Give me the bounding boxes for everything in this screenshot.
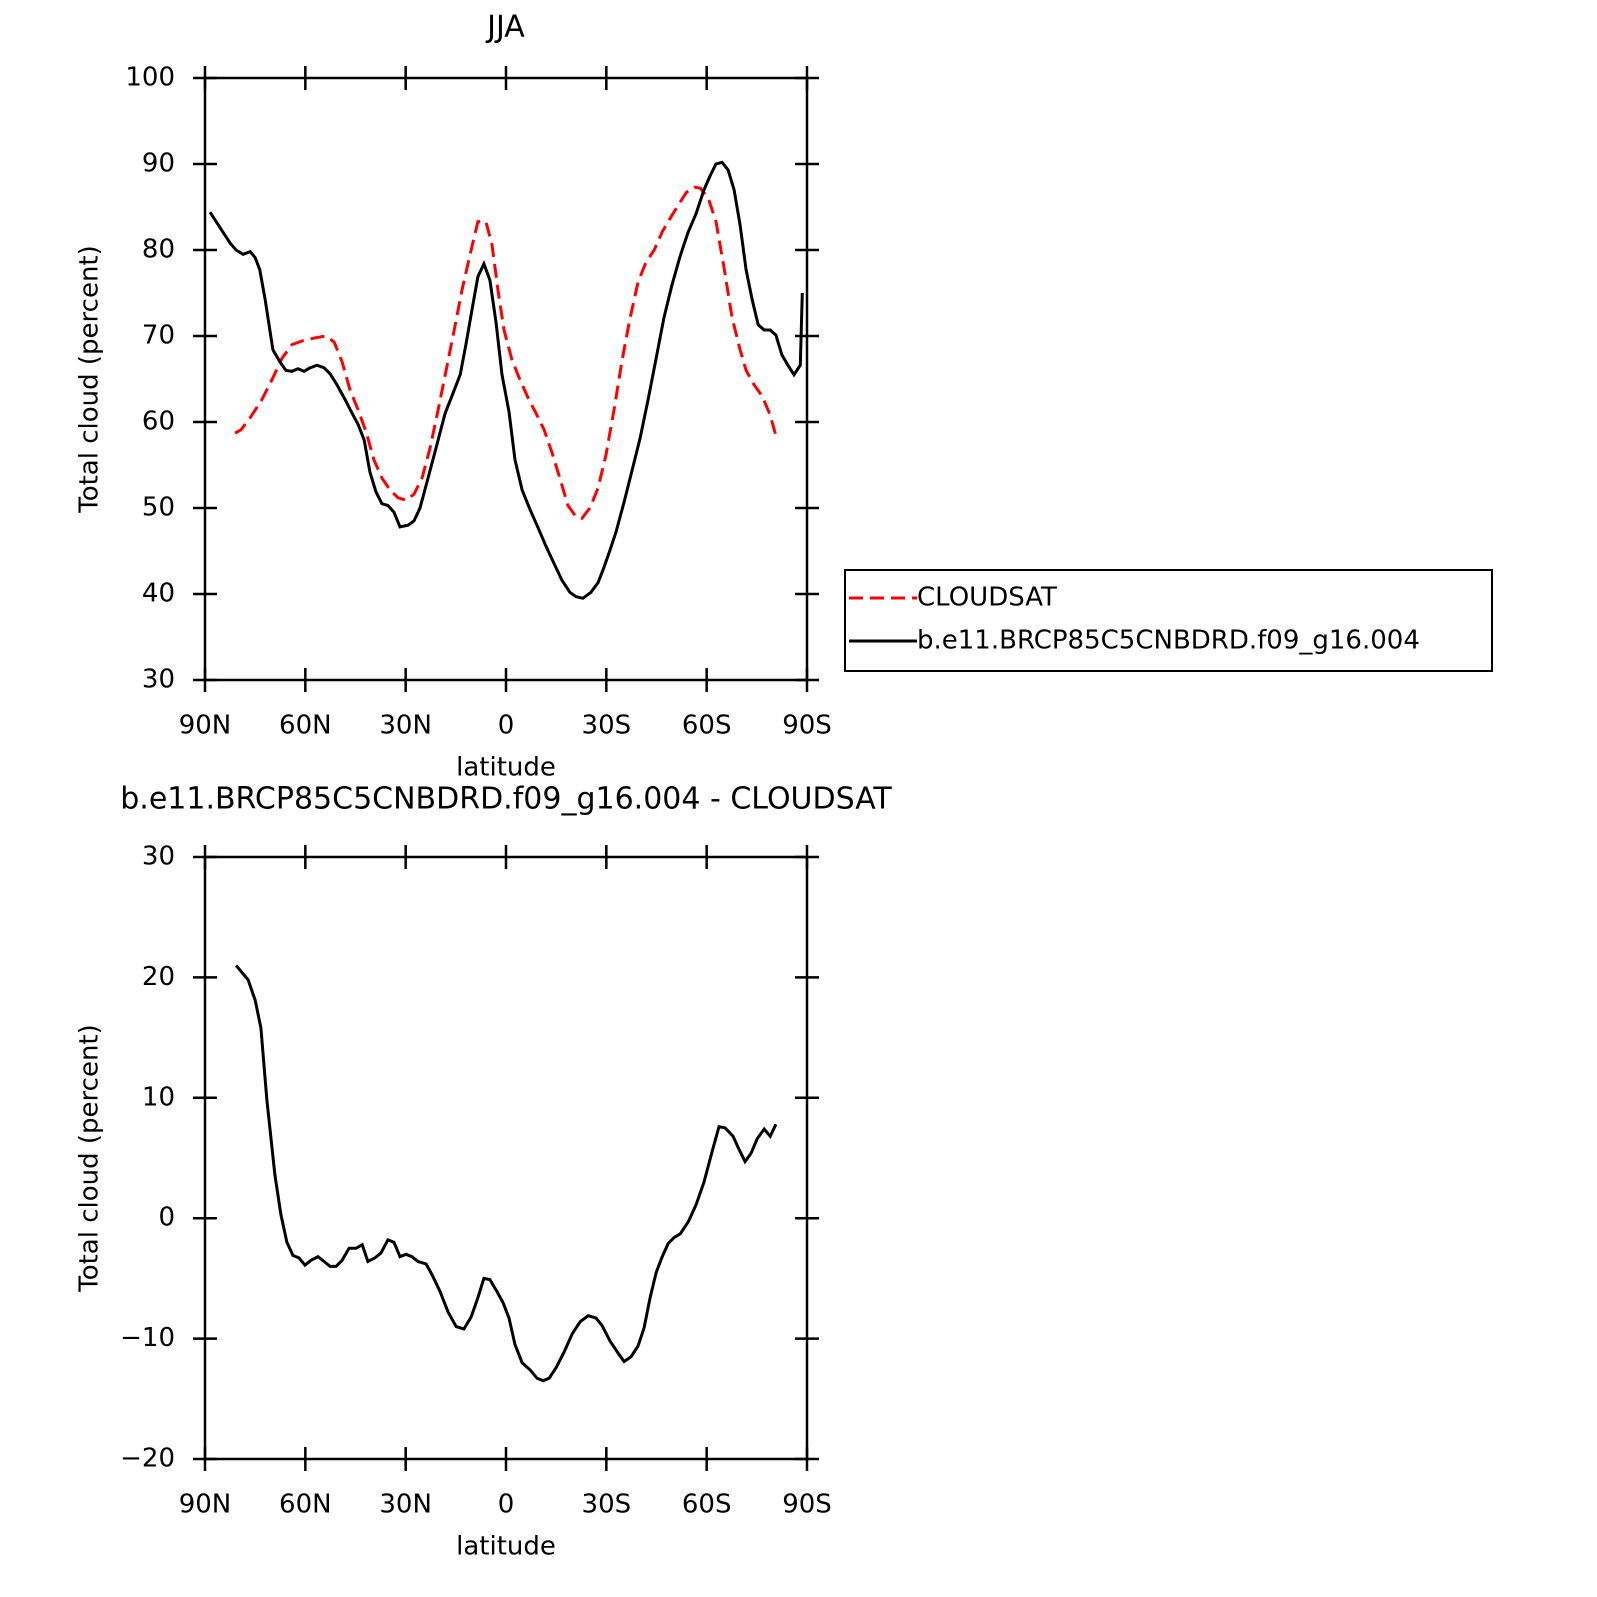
x-tick-label: 60N [279, 711, 332, 741]
y-tick-label: −10 [120, 1323, 175, 1353]
x-tick-label: 30S [582, 1490, 632, 1520]
y-tick-label: −20 [120, 1444, 175, 1474]
legend-label: b.e11.BRCP85C5CNBDRD.f09_g16.004 [917, 626, 1420, 656]
y-tick-label: 20 [142, 962, 175, 992]
legend-label: CLOUDSAT [917, 583, 1057, 613]
y-tick-label: 50 [142, 493, 175, 523]
y-axis-label: Total cloud (percent) [75, 1024, 105, 1293]
x-tick-label: 90N [179, 1490, 232, 1520]
y-tick-label: 100 [125, 63, 175, 93]
x-tick-label: 90S [782, 1490, 832, 1520]
plot-frame [203, 76, 809, 682]
y-tick-label: 70 [142, 321, 175, 351]
x-tick-label: 60N [279, 1490, 332, 1520]
x-tick-label: 30N [379, 1490, 432, 1520]
legend-box [844, 569, 1493, 672]
x-tick-label: 30S [582, 711, 632, 741]
chart-title: b.e11.BRCP85C5CNBDRD.f09_g16.004 - CLOUD… [120, 782, 892, 817]
chart-title: JJA [485, 10, 525, 45]
y-tick-label: 30 [142, 842, 175, 872]
y-tick-label: 90 [142, 149, 175, 179]
y-tick-label: 30 [142, 665, 175, 695]
x-tick-label: 60S [682, 1490, 732, 1520]
y-tick-label: 80 [142, 235, 175, 265]
x-tick-label: 90N [179, 711, 232, 741]
series-line [208, 160, 804, 600]
x-tick-label: 30N [379, 711, 432, 741]
x-axis-label: latitude [456, 753, 556, 783]
y-axis-label: Total cloud (percent) [75, 245, 105, 514]
x-tick-label: 90S [782, 711, 832, 741]
x-tick-label: 0 [498, 1490, 515, 1520]
y-tick-label: 40 [142, 579, 175, 609]
x-tick-label: 0 [498, 711, 515, 741]
data-line [234, 964, 778, 1383]
x-axis-label: latitude [456, 1532, 556, 1562]
y-tick-label: 10 [142, 1082, 175, 1112]
y-tick-label: 0 [158, 1203, 175, 1233]
plot-frame [203, 855, 809, 1461]
y-tick-label: 60 [142, 407, 175, 437]
x-tick-label: 60S [682, 711, 732, 741]
series-line [234, 185, 778, 521]
